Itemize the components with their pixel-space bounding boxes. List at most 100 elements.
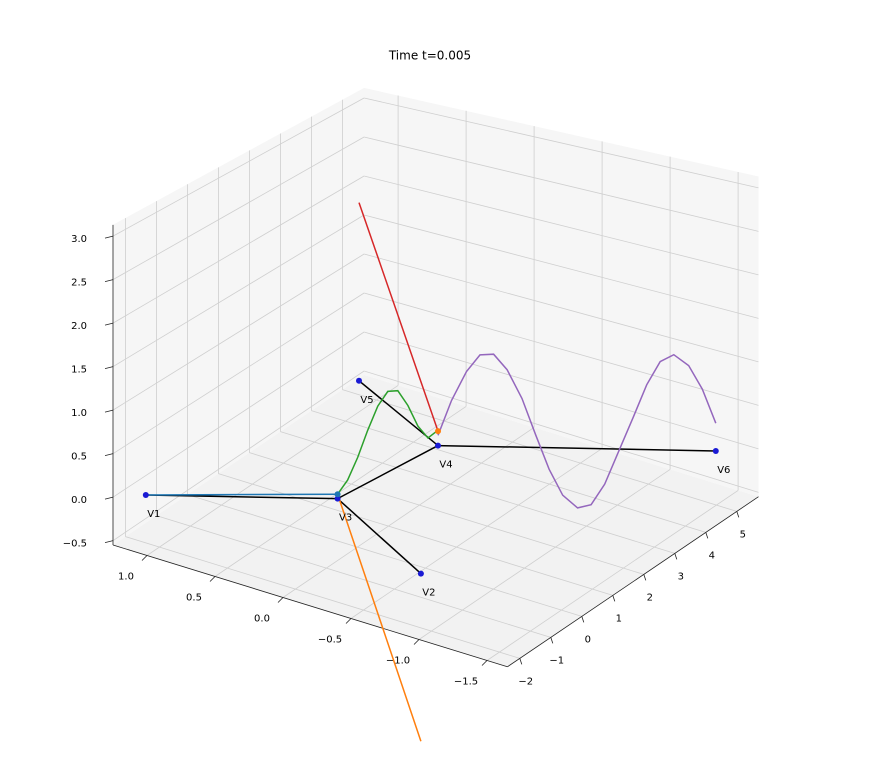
grid-line (363, 292, 759, 406)
grid-line (363, 214, 759, 319)
z-tick (104, 322, 114, 326)
z-tick-label: 1.5 (71, 365, 87, 376)
y-tick-label: 0 (585, 634, 591, 645)
grid-line (125, 536, 520, 659)
grid-line (364, 97, 759, 189)
z-tick (104, 453, 114, 457)
node-label: V1 (147, 509, 160, 520)
x-tick-label: −0.5 (318, 635, 342, 646)
z-tick (104, 540, 114, 544)
grid-line (280, 431, 675, 554)
y-tick-label: 1 (616, 613, 622, 624)
y-tick-label: −2 (518, 676, 533, 687)
z-tick-label: 0.0 (71, 495, 87, 506)
x-tick (209, 576, 216, 582)
z-tick-label: 3.0 (71, 234, 87, 245)
curve (358, 202, 439, 432)
grid-line (363, 370, 759, 493)
z-tick-label: −0.5 (63, 539, 87, 550)
curve (437, 353, 717, 509)
y-tick-label: 2 (647, 592, 653, 603)
y-tick-label: −1 (549, 655, 564, 666)
grid-line (249, 452, 644, 575)
node-label: V5 (360, 395, 373, 406)
edge (145, 494, 338, 500)
y-axis-line (507, 496, 759, 668)
node-marker (417, 570, 424, 577)
grid-line (350, 448, 603, 619)
z-tick (104, 409, 114, 413)
grid-line (146, 385, 399, 556)
grid-line (112, 175, 365, 324)
node-marker (712, 447, 719, 454)
z-tick-label: 1.0 (71, 408, 87, 419)
x-tick (141, 555, 148, 561)
curve (145, 493, 338, 496)
y-tick (612, 595, 616, 602)
y-tick (705, 532, 709, 539)
axes: −1.5 −1.0 −0.5 0.0 0.5 1.0 −2 −1 0 1 2 3 4 5 −0.5 0.0 0.… (63, 224, 759, 688)
y-tick (581, 616, 585, 623)
z-tick-label: 2.0 (71, 321, 87, 332)
curve (336, 389, 439, 495)
grid-line (364, 175, 759, 276)
node-marker (334, 495, 341, 502)
y-tick-label: 4 (709, 550, 715, 561)
x-tick-label: −1.5 (454, 677, 478, 688)
grid-line (112, 214, 365, 367)
edge (437, 444, 716, 452)
x-tick (481, 660, 488, 666)
y-tick (736, 511, 740, 518)
grid-line (418, 469, 671, 640)
y-tick (643, 574, 647, 581)
grid-line (342, 389, 737, 512)
z-tick-label: 2.5 (71, 278, 87, 289)
node-label: V6 (717, 465, 730, 476)
grid (112, 95, 759, 661)
z-tick (104, 496, 114, 500)
grid-line (311, 410, 706, 533)
x-tick-label: 0.5 (186, 593, 202, 604)
grid-line (363, 331, 759, 450)
point-marker (334, 491, 341, 498)
panes (113, 87, 759, 667)
x-tick-label: −1.0 (386, 656, 410, 667)
grid-line (282, 427, 535, 598)
marks: V1 V2 V3 V4 V5 V6 (142, 202, 730, 742)
grid-line (486, 490, 739, 661)
curve (336, 493, 422, 742)
node-label: V4 (439, 460, 452, 471)
grid-line (364, 136, 759, 232)
grid-line (112, 370, 365, 541)
node-marker (435, 442, 441, 449)
chart-title: Time t=0.005 (388, 49, 471, 63)
y-tick (550, 637, 554, 644)
edge (337, 444, 439, 500)
x-tick (277, 597, 284, 603)
node-marker (142, 492, 149, 499)
y-tick-label: 5 (740, 529, 746, 540)
x-tick (345, 618, 352, 624)
node-marker (356, 377, 362, 384)
y-tick (674, 553, 678, 560)
x-tick-label: 0.0 (254, 614, 270, 625)
grid-line (187, 494, 582, 617)
grid-line (112, 97, 365, 237)
node-label: V3 (339, 513, 352, 524)
x-tick-label: 1.0 (118, 572, 134, 583)
pane-floor (113, 374, 759, 667)
pane-left-wall (113, 87, 365, 546)
grid-line (112, 331, 365, 498)
point-marker (435, 428, 441, 435)
x-tick (413, 639, 420, 645)
y-tick (519, 658, 523, 665)
edge (337, 498, 422, 575)
node-label: V2 (422, 588, 435, 599)
grid-line (156, 515, 551, 638)
y-tick-label: 3 (678, 571, 684, 582)
x-axis-line (112, 544, 508, 668)
z-tick (104, 279, 114, 283)
grid-line (363, 253, 759, 363)
